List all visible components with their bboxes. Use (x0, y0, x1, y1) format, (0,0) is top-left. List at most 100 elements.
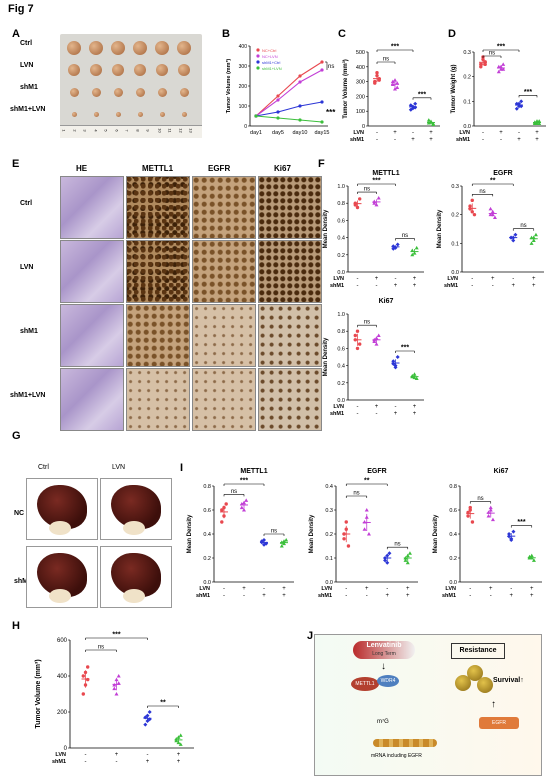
panel-letter-b: B (222, 28, 230, 40)
treatment-label-shm1: shM1 (444, 283, 458, 289)
data-point (298, 80, 302, 84)
data-point (116, 681, 121, 685)
ruler: 1 2 3 4 5 6 7 8 9 10 11 12 13 (60, 125, 202, 138)
resistance-box: Resistance (451, 643, 505, 659)
ruler-tick-label: 13 (188, 128, 194, 133)
tumor-specimen (177, 41, 191, 55)
data-point (492, 215, 497, 220)
liver-photo-nc-ctrl (26, 478, 98, 540)
data-point (358, 197, 362, 201)
annotation: *** (497, 44, 505, 51)
data-point (533, 232, 538, 237)
data-point (114, 692, 119, 696)
data-point (178, 742, 183, 746)
y-tick-label: 500 (356, 50, 365, 56)
data-point (488, 508, 493, 512)
ruler-tick-label: 1 (61, 129, 67, 132)
data-point (507, 534, 512, 539)
data-point (298, 74, 302, 78)
treatment-label-lvn: LVN (333, 276, 344, 282)
series-line (255, 115, 323, 123)
data-point (470, 520, 475, 524)
chart-title: METTL1 (240, 468, 267, 475)
y-tick-label: 0.1 (325, 556, 333, 562)
data-point (488, 505, 493, 510)
annotation: ** (364, 478, 370, 485)
data-point (116, 674, 121, 678)
treatment-mark: + (282, 586, 286, 592)
y-axis-label: Mean Density (187, 514, 193, 553)
annotation: ns (364, 187, 370, 193)
data-point (490, 209, 495, 214)
row-label-nc: NC (14, 510, 25, 517)
chart-title: Ki67 (379, 298, 394, 305)
data-point (514, 106, 519, 111)
treatment-mark: + (530, 593, 534, 599)
treatment-mark: - (345, 586, 347, 592)
series-line (255, 69, 323, 117)
data-point (320, 100, 324, 104)
annotation: ns (231, 489, 237, 495)
egfr-protein-icon: EGFR (479, 717, 519, 729)
data-point (220, 520, 224, 524)
data-point (413, 105, 418, 110)
liver-photo-shm1-lvn (100, 546, 172, 608)
annotation: ns (328, 64, 334, 70)
data-point (519, 99, 524, 104)
treatment-mark: - (469, 586, 471, 592)
y-tick-label: 0.4 (337, 236, 345, 242)
treatment-mark: - (376, 137, 378, 143)
data-point (143, 715, 148, 720)
treatment-mark: - (147, 752, 149, 758)
treatment-mark: + (393, 130, 397, 136)
data-point (483, 60, 487, 64)
annotation: ns (394, 542, 400, 548)
treatment-mark: - (492, 283, 494, 289)
data-point (479, 65, 483, 69)
treatment-mark: - (357, 276, 359, 282)
data-point (242, 508, 246, 512)
data-point (537, 119, 542, 123)
panel-letter-d: D (448, 28, 456, 40)
data-point (176, 740, 181, 745)
row-label-ctrl: Ctrl (20, 200, 33, 207)
data-point (490, 517, 495, 522)
legend-entry: shM1+LVN (262, 66, 282, 71)
annotation: *** (418, 91, 426, 98)
annotation: ns (271, 529, 277, 535)
data-point (532, 120, 537, 124)
ihc-image-ctrl-mettl1 (126, 176, 190, 239)
treatment-mark: - (412, 130, 414, 136)
data-point (527, 554, 532, 559)
y-tick-label: 0.4 (337, 364, 345, 370)
tumor-specimen (67, 41, 81, 55)
drug-label: Lenvatinib Long Term (353, 641, 415, 659)
treatment-mark: + (413, 411, 417, 417)
treatment-mark: - (518, 130, 520, 136)
data-point (224, 502, 228, 506)
annotation: ** (490, 178, 496, 185)
data-point (513, 232, 518, 237)
mrna-strand (373, 739, 437, 747)
ihc-image-shm1+lvn-ki67 (258, 368, 322, 431)
treatment-mark: - (394, 137, 396, 143)
treatment-label-shm1: shM1 (442, 593, 456, 599)
y-axis-label: Mean Density (323, 337, 329, 376)
treatment-label-shm1: shM1 (330, 283, 344, 289)
y-tick-label: 0.2 (449, 556, 457, 562)
data-point (390, 79, 395, 84)
data-point (395, 355, 400, 359)
y-axis-label: Tumor Weight (g) (451, 64, 457, 113)
data-point (276, 98, 280, 102)
treatment-mark: - (512, 276, 514, 282)
y-tick-label: 0.6 (337, 346, 345, 352)
treatment-mark: + (282, 593, 286, 599)
y-tick-label: 0.8 (337, 201, 345, 207)
y-tick-label: 0.4 (203, 532, 211, 538)
data-point (372, 201, 377, 205)
data-point (468, 505, 472, 510)
data-point (408, 107, 413, 112)
treatment-mark: + (489, 586, 493, 592)
